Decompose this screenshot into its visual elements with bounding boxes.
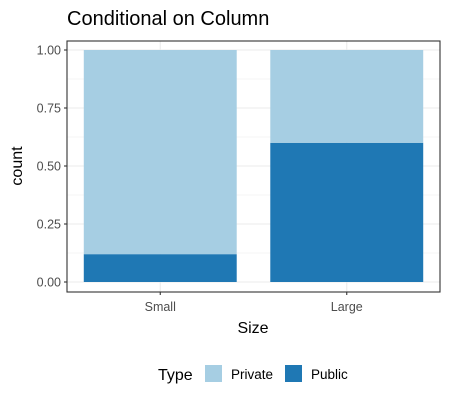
y-tick-label: 0.75 [37,102,61,116]
legend-key-public [285,365,302,382]
bars [83,50,424,282]
legend-label-public: Public [311,367,348,382]
bar-large-public [270,142,424,282]
x-axis: Small Large [145,292,363,314]
y-axis-title: count [9,146,26,186]
plot-panel [66,40,441,293]
chart-title: Conditional on Column [67,8,269,30]
bar-small-private [83,50,237,255]
x-axis-title: Size [237,320,268,337]
x-tick-label: Small [145,300,176,314]
legend-key-private [205,365,222,382]
y-tick-label: 1.00 [37,44,61,58]
legend: Type Private Public [158,365,348,384]
legend-title: Type [158,367,193,384]
y-tick-label: 0.00 [37,276,61,290]
bar-small-public [83,254,237,282]
x-tick-label: Large [331,300,363,314]
y-axis: 0.00 0.25 0.50 0.75 1.00 [37,44,67,290]
legend-items: Private Public [205,365,348,382]
y-tick-label: 0.50 [37,160,61,174]
bar-large-private [270,50,424,143]
y-tick-label: 0.25 [37,218,61,232]
legend-label-private: Private [231,367,273,382]
